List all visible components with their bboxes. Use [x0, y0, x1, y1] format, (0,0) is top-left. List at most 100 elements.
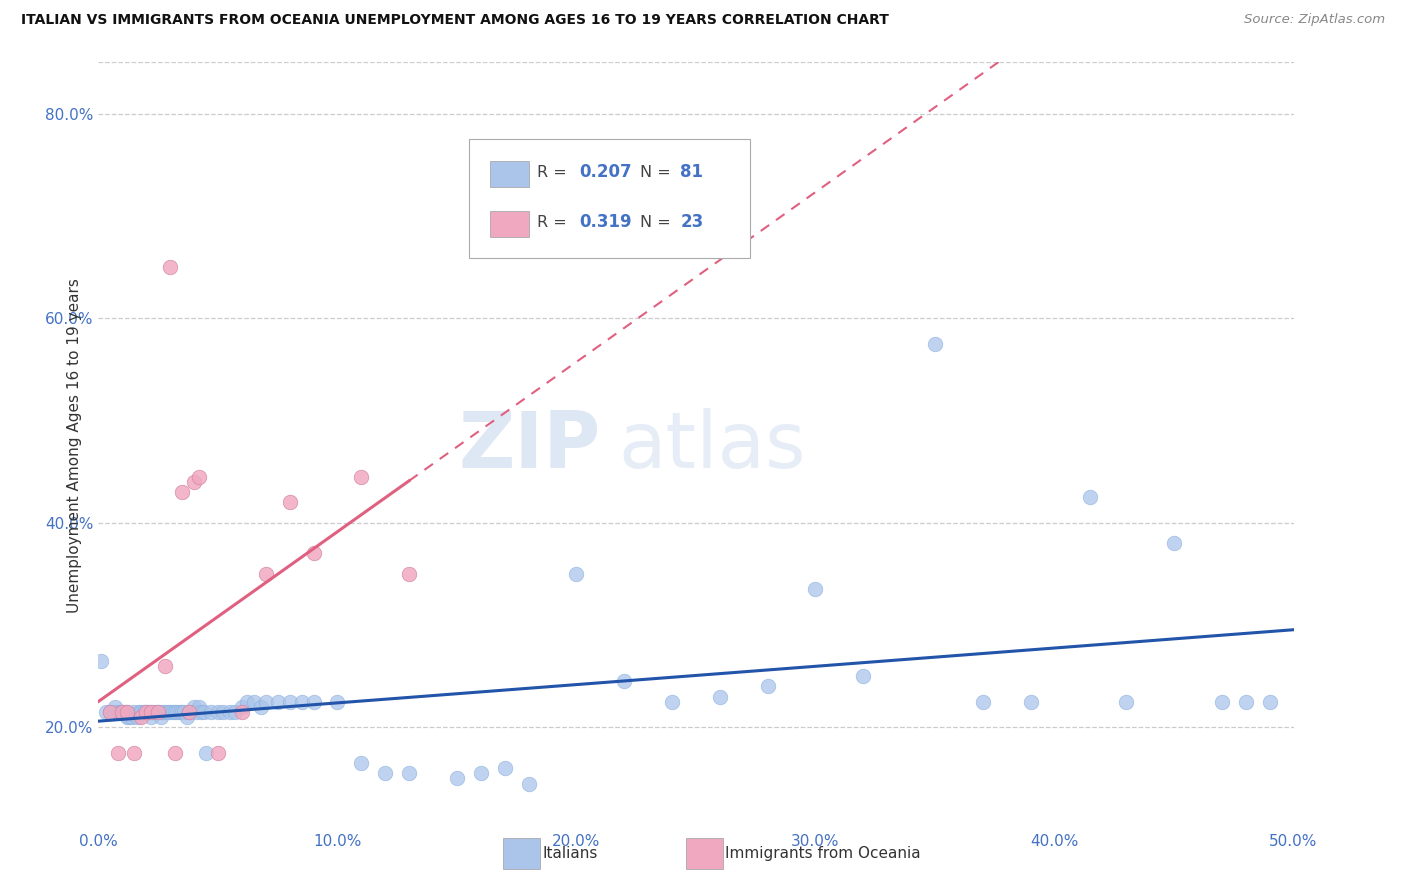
Point — [231, 705, 253, 719]
Point — [166, 705, 188, 719]
Point — [131, 705, 153, 719]
Point — [398, 766, 420, 780]
FancyBboxPatch shape — [491, 211, 529, 236]
Point — [193, 705, 215, 719]
Point — [111, 705, 134, 719]
Point — [326, 695, 349, 709]
Point — [172, 485, 194, 500]
Point — [94, 705, 117, 719]
Point — [756, 679, 779, 693]
Point — [98, 705, 122, 719]
Point — [302, 695, 325, 709]
Point — [1211, 695, 1233, 709]
Point — [250, 699, 273, 714]
Point — [135, 705, 157, 719]
Point — [1019, 695, 1042, 709]
Point — [187, 469, 209, 483]
Point — [104, 699, 127, 714]
Point — [565, 566, 588, 581]
Point — [1234, 695, 1257, 709]
Y-axis label: Unemployment Among Ages 16 to 19 years: Unemployment Among Ages 16 to 19 years — [66, 278, 82, 614]
Point — [1258, 695, 1281, 709]
Point — [661, 695, 683, 709]
Point — [155, 705, 177, 719]
Point — [163, 705, 186, 719]
Point — [302, 546, 325, 560]
Text: 0.207: 0.207 — [579, 163, 631, 181]
Point — [207, 746, 229, 760]
Point — [156, 705, 179, 719]
Point — [291, 695, 314, 709]
Text: 81: 81 — [681, 163, 703, 181]
Point — [115, 710, 138, 724]
Text: Italians: Italians — [543, 847, 598, 861]
Point — [187, 699, 209, 714]
Point — [149, 710, 172, 724]
Point — [159, 260, 181, 274]
Point — [186, 705, 208, 719]
Point — [148, 705, 170, 719]
Point — [111, 705, 134, 719]
Point — [115, 705, 138, 719]
Point — [132, 705, 155, 719]
Point — [243, 695, 266, 709]
Point — [176, 710, 198, 724]
Point — [190, 705, 212, 719]
Point — [179, 705, 201, 719]
FancyBboxPatch shape — [470, 139, 749, 258]
Point — [121, 710, 143, 724]
Point — [148, 705, 170, 719]
Point — [374, 766, 396, 780]
Point — [231, 699, 253, 714]
Point — [517, 776, 540, 790]
Point — [108, 705, 131, 719]
Point — [172, 705, 194, 719]
Point — [124, 705, 146, 719]
Point — [107, 746, 129, 760]
Point — [1163, 536, 1185, 550]
Point — [350, 469, 373, 483]
Point — [145, 705, 167, 719]
Point — [254, 695, 277, 709]
Point — [254, 566, 277, 581]
Text: Source: ZipAtlas.com: Source: ZipAtlas.com — [1244, 13, 1385, 27]
Point — [90, 654, 112, 668]
Point — [224, 705, 246, 719]
Text: ITALIAN VS IMMIGRANTS FROM OCEANIA UNEMPLOYMENT AMONG AGES 16 TO 19 YEARS CORREL: ITALIAN VS IMMIGRANTS FROM OCEANIA UNEMP… — [21, 13, 889, 28]
Point — [162, 705, 184, 719]
Text: R =: R = — [537, 214, 567, 229]
Text: atlas: atlas — [619, 408, 806, 484]
Point — [101, 705, 124, 719]
Point — [446, 772, 468, 786]
Text: N =: N = — [640, 165, 671, 179]
Point — [278, 495, 301, 509]
Point — [494, 761, 516, 775]
Point — [207, 705, 229, 719]
Point — [183, 699, 205, 714]
Point — [98, 705, 122, 719]
Point — [179, 705, 201, 719]
Text: Immigrants from Oceania: Immigrants from Oceania — [725, 847, 921, 861]
Point — [115, 705, 138, 719]
Point — [709, 690, 731, 704]
Point — [169, 705, 191, 719]
Point — [972, 695, 994, 709]
Point — [125, 710, 148, 724]
Point — [128, 705, 150, 719]
Text: ZIP: ZIP — [458, 408, 600, 484]
Text: 23: 23 — [681, 213, 703, 231]
Point — [398, 566, 420, 581]
Point — [118, 710, 141, 724]
Point — [1115, 695, 1137, 709]
Point — [152, 705, 174, 719]
Point — [173, 705, 195, 719]
Point — [163, 746, 186, 760]
Text: R =: R = — [537, 165, 567, 179]
Point — [267, 695, 290, 709]
Point — [159, 705, 181, 719]
Point — [183, 475, 205, 489]
Point — [470, 766, 492, 780]
Point — [107, 705, 129, 719]
Point — [139, 705, 162, 719]
Point — [278, 695, 301, 709]
